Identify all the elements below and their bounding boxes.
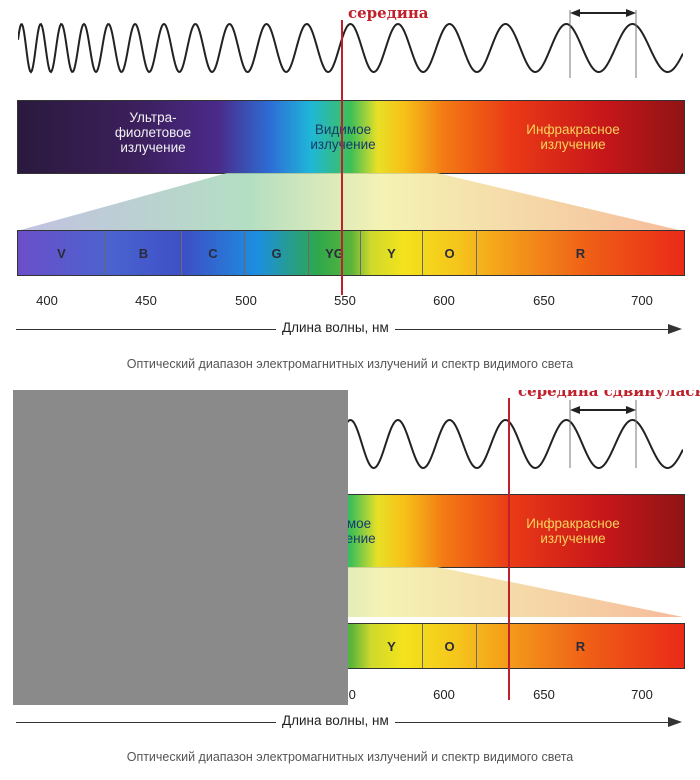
spectrum-fan (17, 173, 683, 231)
tick-650: 650 (533, 687, 555, 702)
ir-label: Инфракрасное излучение (526, 122, 620, 152)
midpoint-line (341, 20, 343, 295)
cell-v: V (18, 231, 106, 275)
cell-y: Y (361, 624, 423, 668)
tick-700: 700 (631, 293, 653, 308)
cell-c: C (182, 231, 245, 275)
cell-o: O (423, 231, 477, 275)
tick-700: 700 (631, 687, 653, 702)
midpoint-line (508, 398, 510, 700)
cell-r: R (575, 245, 586, 261)
visible-spectrum-bar: V B C G YG Y O R (17, 230, 685, 276)
cell-y: Y (361, 231, 423, 275)
tick-650: 650 (533, 293, 555, 308)
ir-label: Инфракрасное излучение (526, 516, 620, 546)
tick-450: 450 (135, 293, 157, 308)
midpoint-label: середина сдвинулась (518, 390, 700, 400)
caption: Оптический диапазон электромагнитных изл… (126, 750, 574, 764)
cell-o: O (423, 624, 477, 668)
tick-550: 550 (334, 293, 356, 308)
axis-arrow (668, 717, 682, 727)
axis-label: Длина волны, нм (276, 320, 395, 335)
cell-yg: YG (309, 231, 361, 275)
axis-label: Длина волны, нм (276, 713, 395, 728)
tick-400: 400 (36, 293, 58, 308)
visible-label: Видимоеизлучение (293, 122, 393, 152)
axis-arrow (668, 324, 682, 334)
wave-graphic (18, 8, 683, 88)
gray-occluder-block (13, 390, 348, 705)
uv-label: Ультра-фиолетовое излучение (114, 110, 192, 155)
tick-500: 500 (235, 293, 257, 308)
cell-g: G (245, 231, 309, 275)
midpoint-label: середина (348, 4, 429, 22)
tick-600: 600 (433, 293, 455, 308)
caption: Оптический диапазон электромагнитных изл… (126, 357, 574, 371)
cell-r: R (575, 638, 586, 654)
tick-600: 600 (433, 687, 455, 702)
cell-b: B (106, 231, 182, 275)
